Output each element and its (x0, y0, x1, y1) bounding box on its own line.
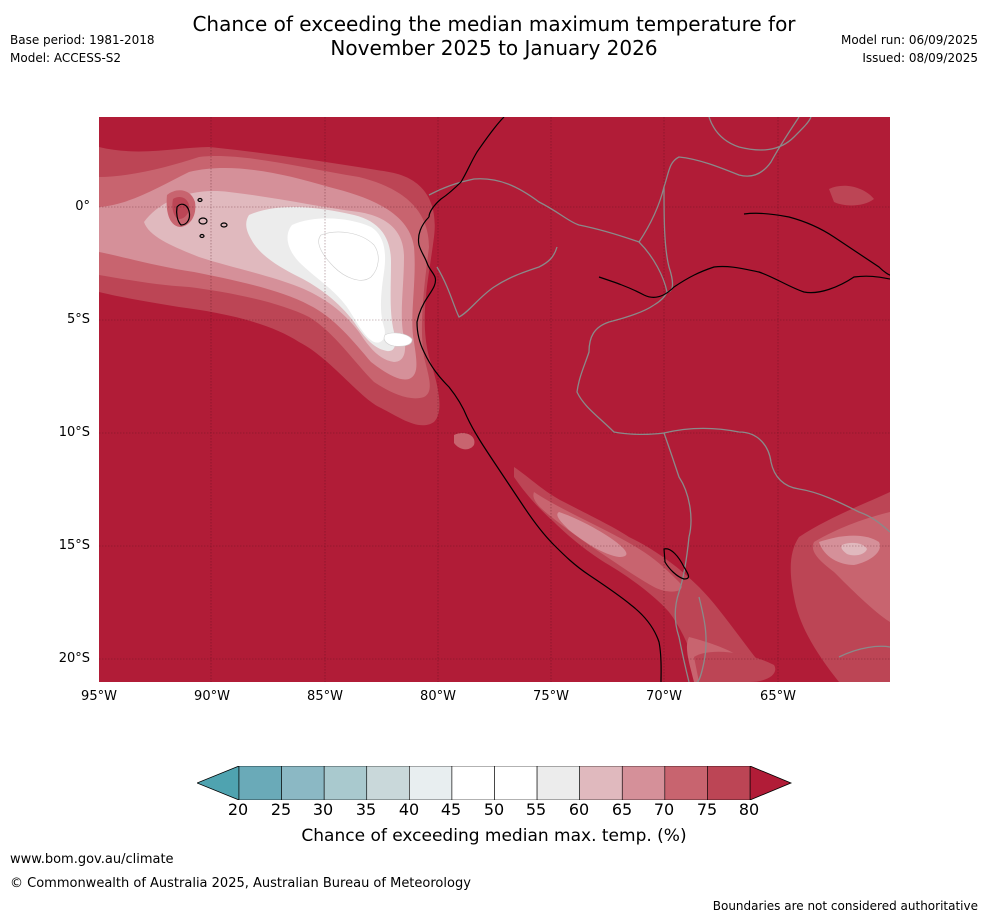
country-borders (428, 117, 890, 682)
colorbar-segment (323, 766, 368, 800)
colorbar-segment (621, 766, 666, 800)
colorbar-svg (197, 766, 793, 800)
colorbar-segment (281, 766, 325, 800)
cb-tick-40: 40 (398, 800, 420, 819)
contour-small-5s (383, 332, 413, 347)
colorbar-segment (366, 766, 410, 800)
lat-label-5s: 5°S (66, 312, 90, 327)
cb-tick-25: 25 (270, 800, 292, 819)
lat-label-20s: 20°S (58, 651, 90, 666)
lon-label-70w: 70°W (646, 689, 682, 704)
model-run-text: Model run: 06/09/2025 (840, 33, 978, 47)
cb-tick-80: 80 (738, 800, 760, 819)
colorbar-segment (409, 766, 453, 800)
chart-title: Chance of exceeding the median maximum t… (0, 12, 988, 60)
title-line-1: Chance of exceeding the median maximum t… (192, 12, 796, 36)
map-svg (99, 117, 890, 682)
colorbar-segment (451, 766, 495, 800)
lon-label-65w: 65°W (760, 689, 796, 704)
lat-label-10s: 10°S (58, 425, 90, 440)
border-venezuela (708, 117, 812, 151)
lake-titicaca (663, 548, 690, 580)
river-amazon (598, 265, 890, 298)
colorbar-extend-high (749, 766, 793, 800)
base-period-text: Base period: 1981-2018 (10, 33, 155, 47)
cb-tick-60: 60 (568, 800, 590, 819)
border-bolivia (663, 427, 890, 533)
galapagos-santa-cruz (198, 217, 208, 225)
coastlines (416, 117, 890, 682)
disclaimer-text: Boundaries are not considered authoritat… (712, 899, 978, 913)
galapagos-espanola (199, 233, 205, 239)
colorbar-segment (664, 766, 708, 800)
cb-tick-50: 50 (483, 800, 505, 819)
coast-peru (466, 416, 662, 682)
coastal-patch-10s (454, 433, 475, 450)
galapagos-isabela (176, 203, 191, 226)
meta-right: Model run: 06/09/2025 Issued: 08/09/2025 (841, 31, 978, 67)
website-text: www.bom.gov.au/climate (10, 852, 174, 867)
colorbar-extend-low (197, 766, 240, 800)
lon-label-75w: 75°W (533, 689, 569, 704)
colorbar-segment (494, 766, 538, 800)
colorbar-segment (579, 766, 623, 800)
lat-label-0: 0° (75, 199, 90, 214)
lon-label-90w: 90°W (194, 689, 230, 704)
cb-tick-30: 30 (312, 800, 334, 819)
issued-text: Issued: 08/09/2025 (862, 51, 978, 65)
colorbar-segment (707, 766, 751, 800)
cb-tick-45: 45 (440, 800, 462, 819)
cb-tick-55: 55 (525, 800, 547, 819)
colorbar-segment (536, 766, 580, 800)
southeast-contours (694, 185, 890, 682)
coast-colombia-pacific (428, 117, 505, 218)
lon-label-85w: 85°W (307, 689, 343, 704)
meta-left: Base period: 1981-2018 Model: ACCESS-S2 (10, 31, 155, 67)
galapagos-marchena (197, 197, 203, 203)
colorbar-segment (238, 766, 282, 800)
map-panel (99, 117, 890, 682)
lon-label-80w: 80°W (420, 689, 456, 704)
border-ecuador-peru (436, 246, 558, 318)
border-colombia-venezuela (638, 117, 800, 243)
colorbar (197, 766, 793, 800)
ne-small-patch (829, 185, 874, 206)
contour-44-50 (318, 231, 379, 281)
border-chile (696, 596, 707, 682)
cb-tick-70: 70 (653, 800, 675, 819)
galapagos-islands (176, 197, 228, 239)
lat-label-15s: 15°S (58, 538, 90, 553)
coast-ecuador (416, 216, 468, 418)
colorbar-title: Chance of exceeding median max. temp. (%… (301, 826, 687, 846)
se-band-60 (841, 542, 867, 556)
border-peru-brazil (576, 304, 692, 538)
lon-label-95w: 95°W (81, 689, 117, 704)
cb-tick-75: 75 (696, 800, 718, 819)
cb-tick-65: 65 (611, 800, 633, 819)
title-line-2: November 2025 to January 2026 (330, 36, 658, 60)
pacific-contours (99, 147, 440, 426)
copyright-text: © Commonwealth of Australia 2025, Austra… (10, 876, 471, 891)
galapagos-san-cristobal (220, 222, 228, 228)
model-text: Model: ACCESS-S2 (10, 51, 122, 65)
border-se (838, 645, 890, 658)
border-colombia-ecuador (428, 178, 668, 306)
cb-tick-35: 35 (355, 800, 377, 819)
cb-tick-20: 20 (227, 800, 249, 819)
river-negro (743, 212, 890, 276)
border-peru-bolivia (674, 536, 690, 682)
